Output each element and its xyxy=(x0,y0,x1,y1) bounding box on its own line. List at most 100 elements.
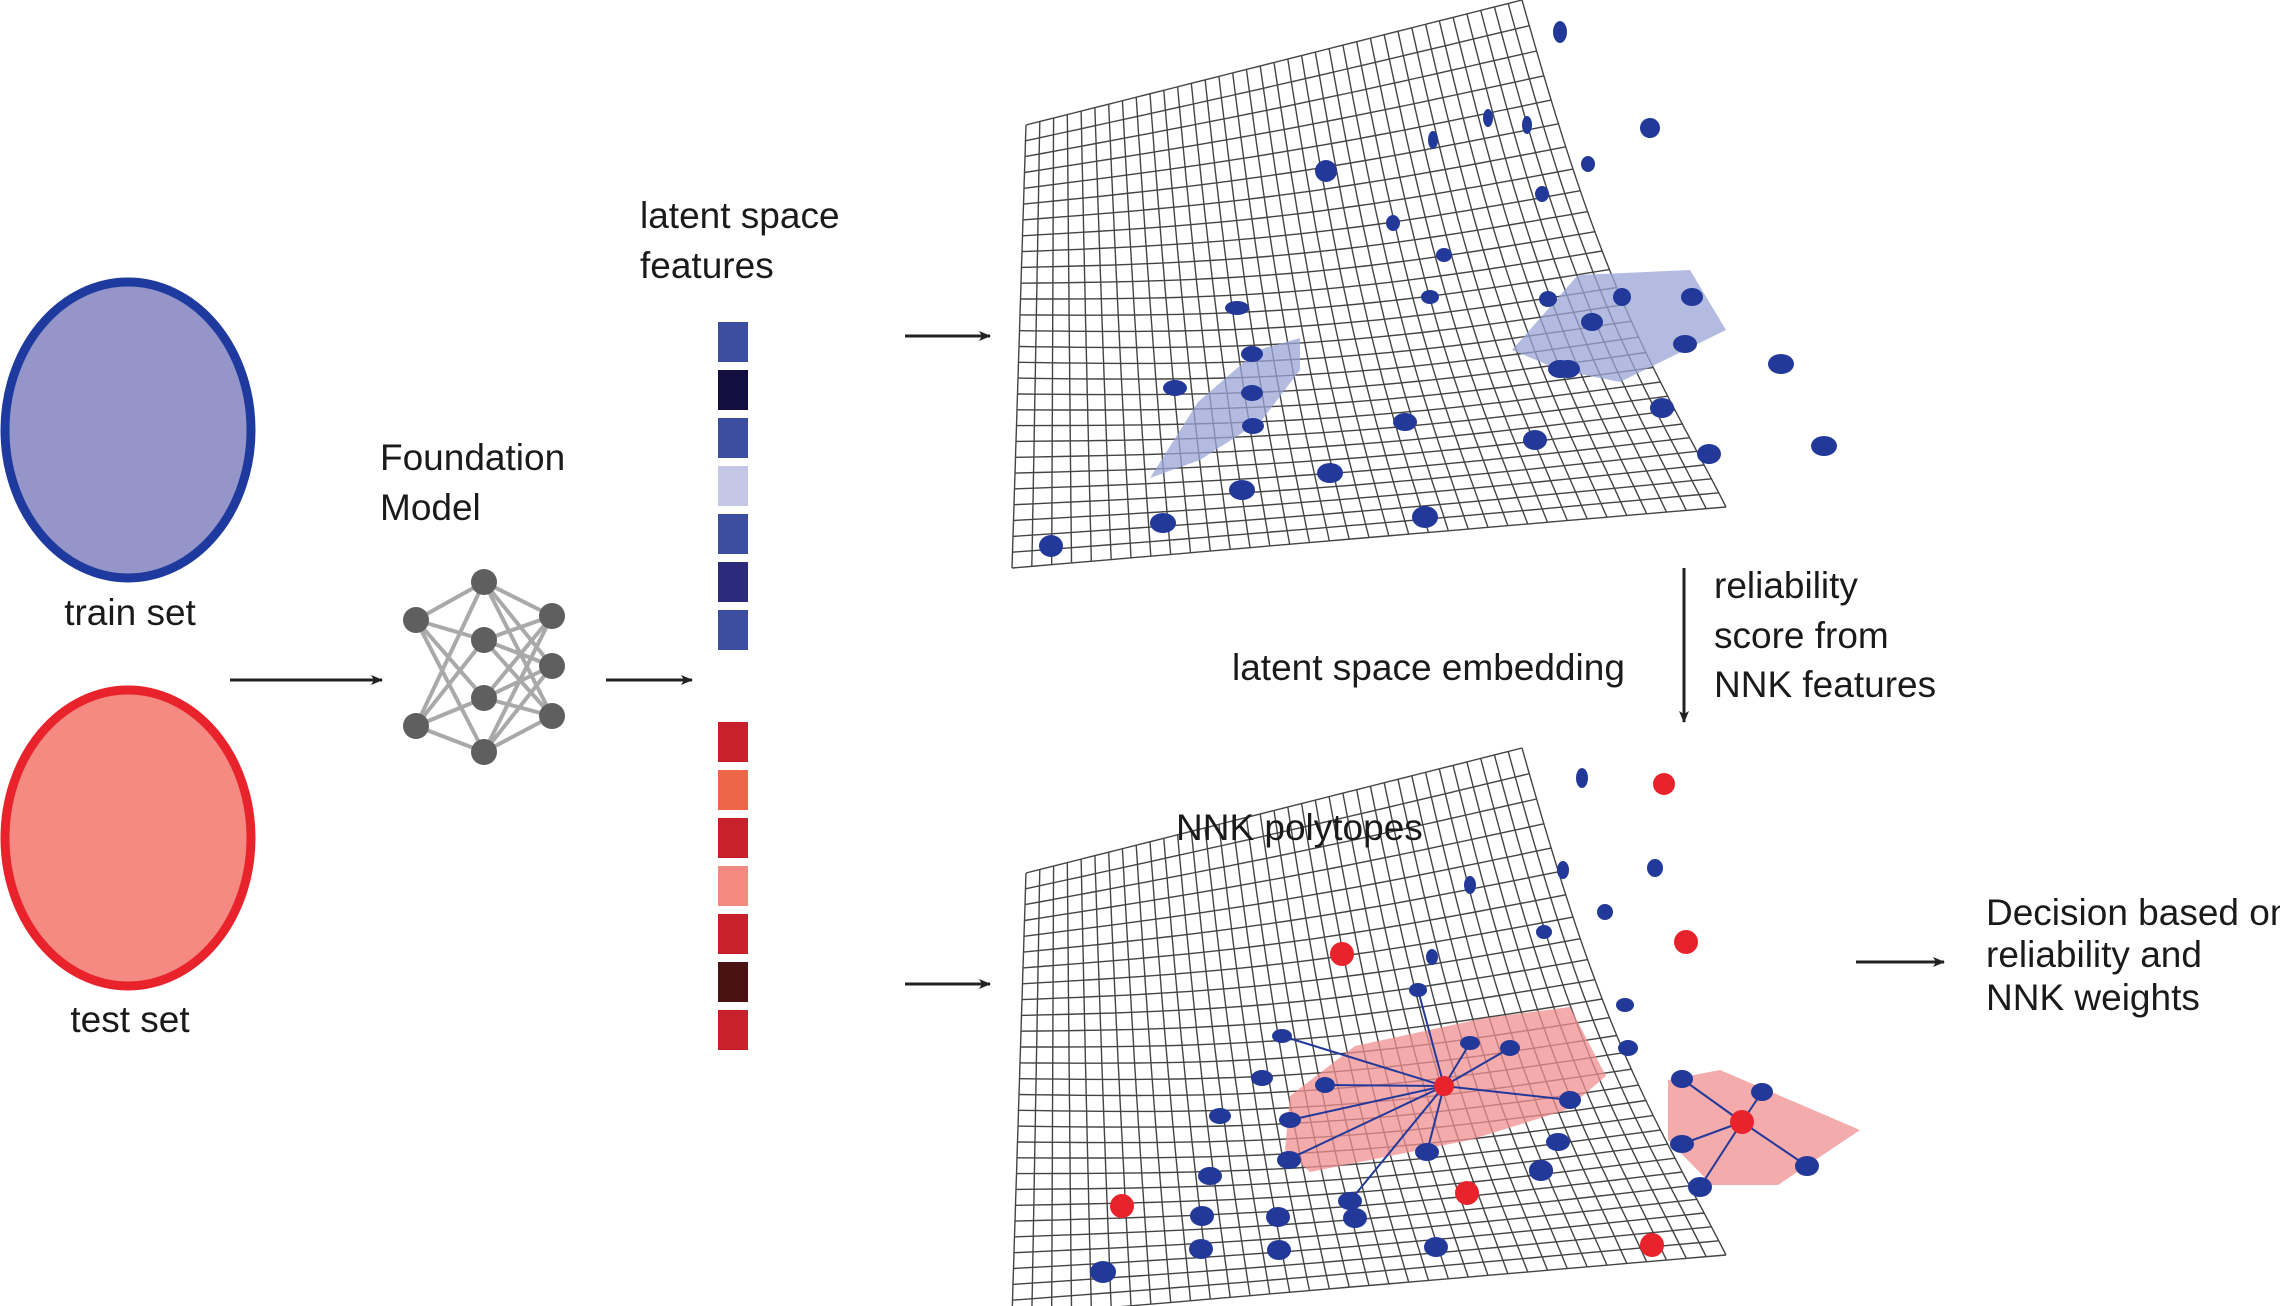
train-point xyxy=(1426,949,1438,965)
test-point xyxy=(1730,1110,1754,1134)
train-point xyxy=(1163,380,1187,396)
train-point xyxy=(1315,1077,1335,1093)
grid-line xyxy=(1023,99,1552,189)
grid-line xyxy=(1021,958,1588,1017)
nnk-edge xyxy=(1426,1085,1445,1153)
grid-line xyxy=(1014,423,1683,474)
train-point xyxy=(1317,463,1343,483)
grid-line xyxy=(1025,747,1523,874)
nnk-edge xyxy=(1281,1035,1445,1087)
latent-features-label-1: latent space xyxy=(640,195,840,236)
nn-edge xyxy=(414,618,486,700)
latent-features-label-2: features xyxy=(640,245,774,286)
test-feature-cell xyxy=(718,770,748,810)
nnk-edge xyxy=(1443,1047,1511,1087)
train-point xyxy=(1768,354,1794,374)
grid-line xyxy=(1016,366,1654,411)
test-point xyxy=(1455,1181,1479,1205)
grid-line xyxy=(1013,1212,1705,1270)
nn-edge xyxy=(482,580,554,668)
nnk-polytopes-label: NNK polytopes xyxy=(1176,807,1423,848)
grid-line xyxy=(1025,773,1530,890)
train-point xyxy=(1436,248,1452,262)
train-point xyxy=(1242,418,1264,434)
grid-line xyxy=(1135,845,1172,1303)
decision-label-2: reliability and xyxy=(1986,934,2202,975)
reliability-label-3: NNK features xyxy=(1714,664,1936,705)
grid-line xyxy=(1287,58,1390,536)
train-feature-cell xyxy=(718,418,748,458)
nn-node xyxy=(471,685,497,711)
train-set-ellipse xyxy=(0,277,256,583)
blue-polytope xyxy=(1150,338,1300,478)
train-point xyxy=(1415,1143,1439,1161)
test-feature-cell xyxy=(718,866,748,906)
test-set-ellipse xyxy=(0,685,256,991)
train-point xyxy=(1616,998,1634,1012)
train-feature-cell xyxy=(718,322,748,362)
nn-node xyxy=(539,603,565,629)
grid-line xyxy=(1094,855,1112,1306)
grid-line xyxy=(1012,478,1712,538)
train-point xyxy=(1338,1192,1362,1210)
train-point xyxy=(1412,506,1438,528)
nnk-edge xyxy=(1681,1078,1743,1123)
grid-line xyxy=(1012,492,1719,553)
train-point xyxy=(1681,288,1703,306)
train-point xyxy=(1581,156,1595,172)
test-point xyxy=(1640,1233,1664,1257)
grid-line xyxy=(1011,872,1027,1306)
train-point xyxy=(1209,1108,1231,1124)
grid-line xyxy=(1024,823,1545,922)
grid-line xyxy=(1024,798,1537,906)
foundation-model-label-2: Model xyxy=(380,487,481,528)
train-point xyxy=(1428,131,1438,149)
train-point xyxy=(1386,215,1400,231)
grid-line xyxy=(1015,1143,1668,1191)
nnk-edge xyxy=(1289,1085,1445,1121)
train-feature-cell xyxy=(718,466,748,506)
train-point xyxy=(1548,360,1572,378)
nnk-edge xyxy=(1324,1084,1445,1087)
train-point xyxy=(1460,1036,1480,1050)
latent-manifold-bottom xyxy=(1011,747,1860,1306)
grid-line xyxy=(1080,859,1092,1306)
foundation-model-label-1: Foundation xyxy=(380,437,565,478)
grid-line xyxy=(1245,69,1330,542)
grid-line xyxy=(1022,894,1566,969)
grid-line xyxy=(1025,0,1523,126)
train-point xyxy=(1553,21,1567,43)
test-feature-vector xyxy=(718,722,748,1050)
train-point xyxy=(1559,1091,1581,1109)
train-feature-vector xyxy=(718,322,748,650)
train-point xyxy=(1670,1135,1694,1153)
train-feature-cell xyxy=(718,562,748,602)
train-point xyxy=(1795,1156,1819,1176)
nnk-edge xyxy=(1349,1085,1445,1202)
train-point xyxy=(1241,385,1263,401)
train-point xyxy=(1225,301,1249,315)
train-point xyxy=(1640,118,1660,138)
train-point xyxy=(1536,925,1552,939)
grid-line xyxy=(1080,111,1092,562)
train-point xyxy=(1198,1167,1222,1185)
test-set-label: test set xyxy=(70,999,190,1040)
grid-line xyxy=(1022,916,1574,985)
train-point xyxy=(1272,1029,1292,1043)
grid-line xyxy=(1014,437,1690,490)
train-point xyxy=(1189,1239,1213,1259)
nn-node xyxy=(403,713,429,739)
train-point xyxy=(1671,1070,1693,1088)
grid-line xyxy=(1019,286,1617,333)
train-point xyxy=(1618,1040,1638,1056)
nnk-edge xyxy=(1443,1085,1571,1101)
train-set-label: train set xyxy=(64,592,196,633)
grid-line xyxy=(1021,938,1581,1001)
train-point xyxy=(1039,535,1063,557)
train-point xyxy=(1539,291,1557,307)
grid-line xyxy=(1020,998,1603,1048)
test-feature-cell xyxy=(718,962,748,1002)
train-point xyxy=(1500,1040,1520,1056)
train-point xyxy=(1343,1208,1367,1228)
grid-line xyxy=(1013,450,1697,506)
